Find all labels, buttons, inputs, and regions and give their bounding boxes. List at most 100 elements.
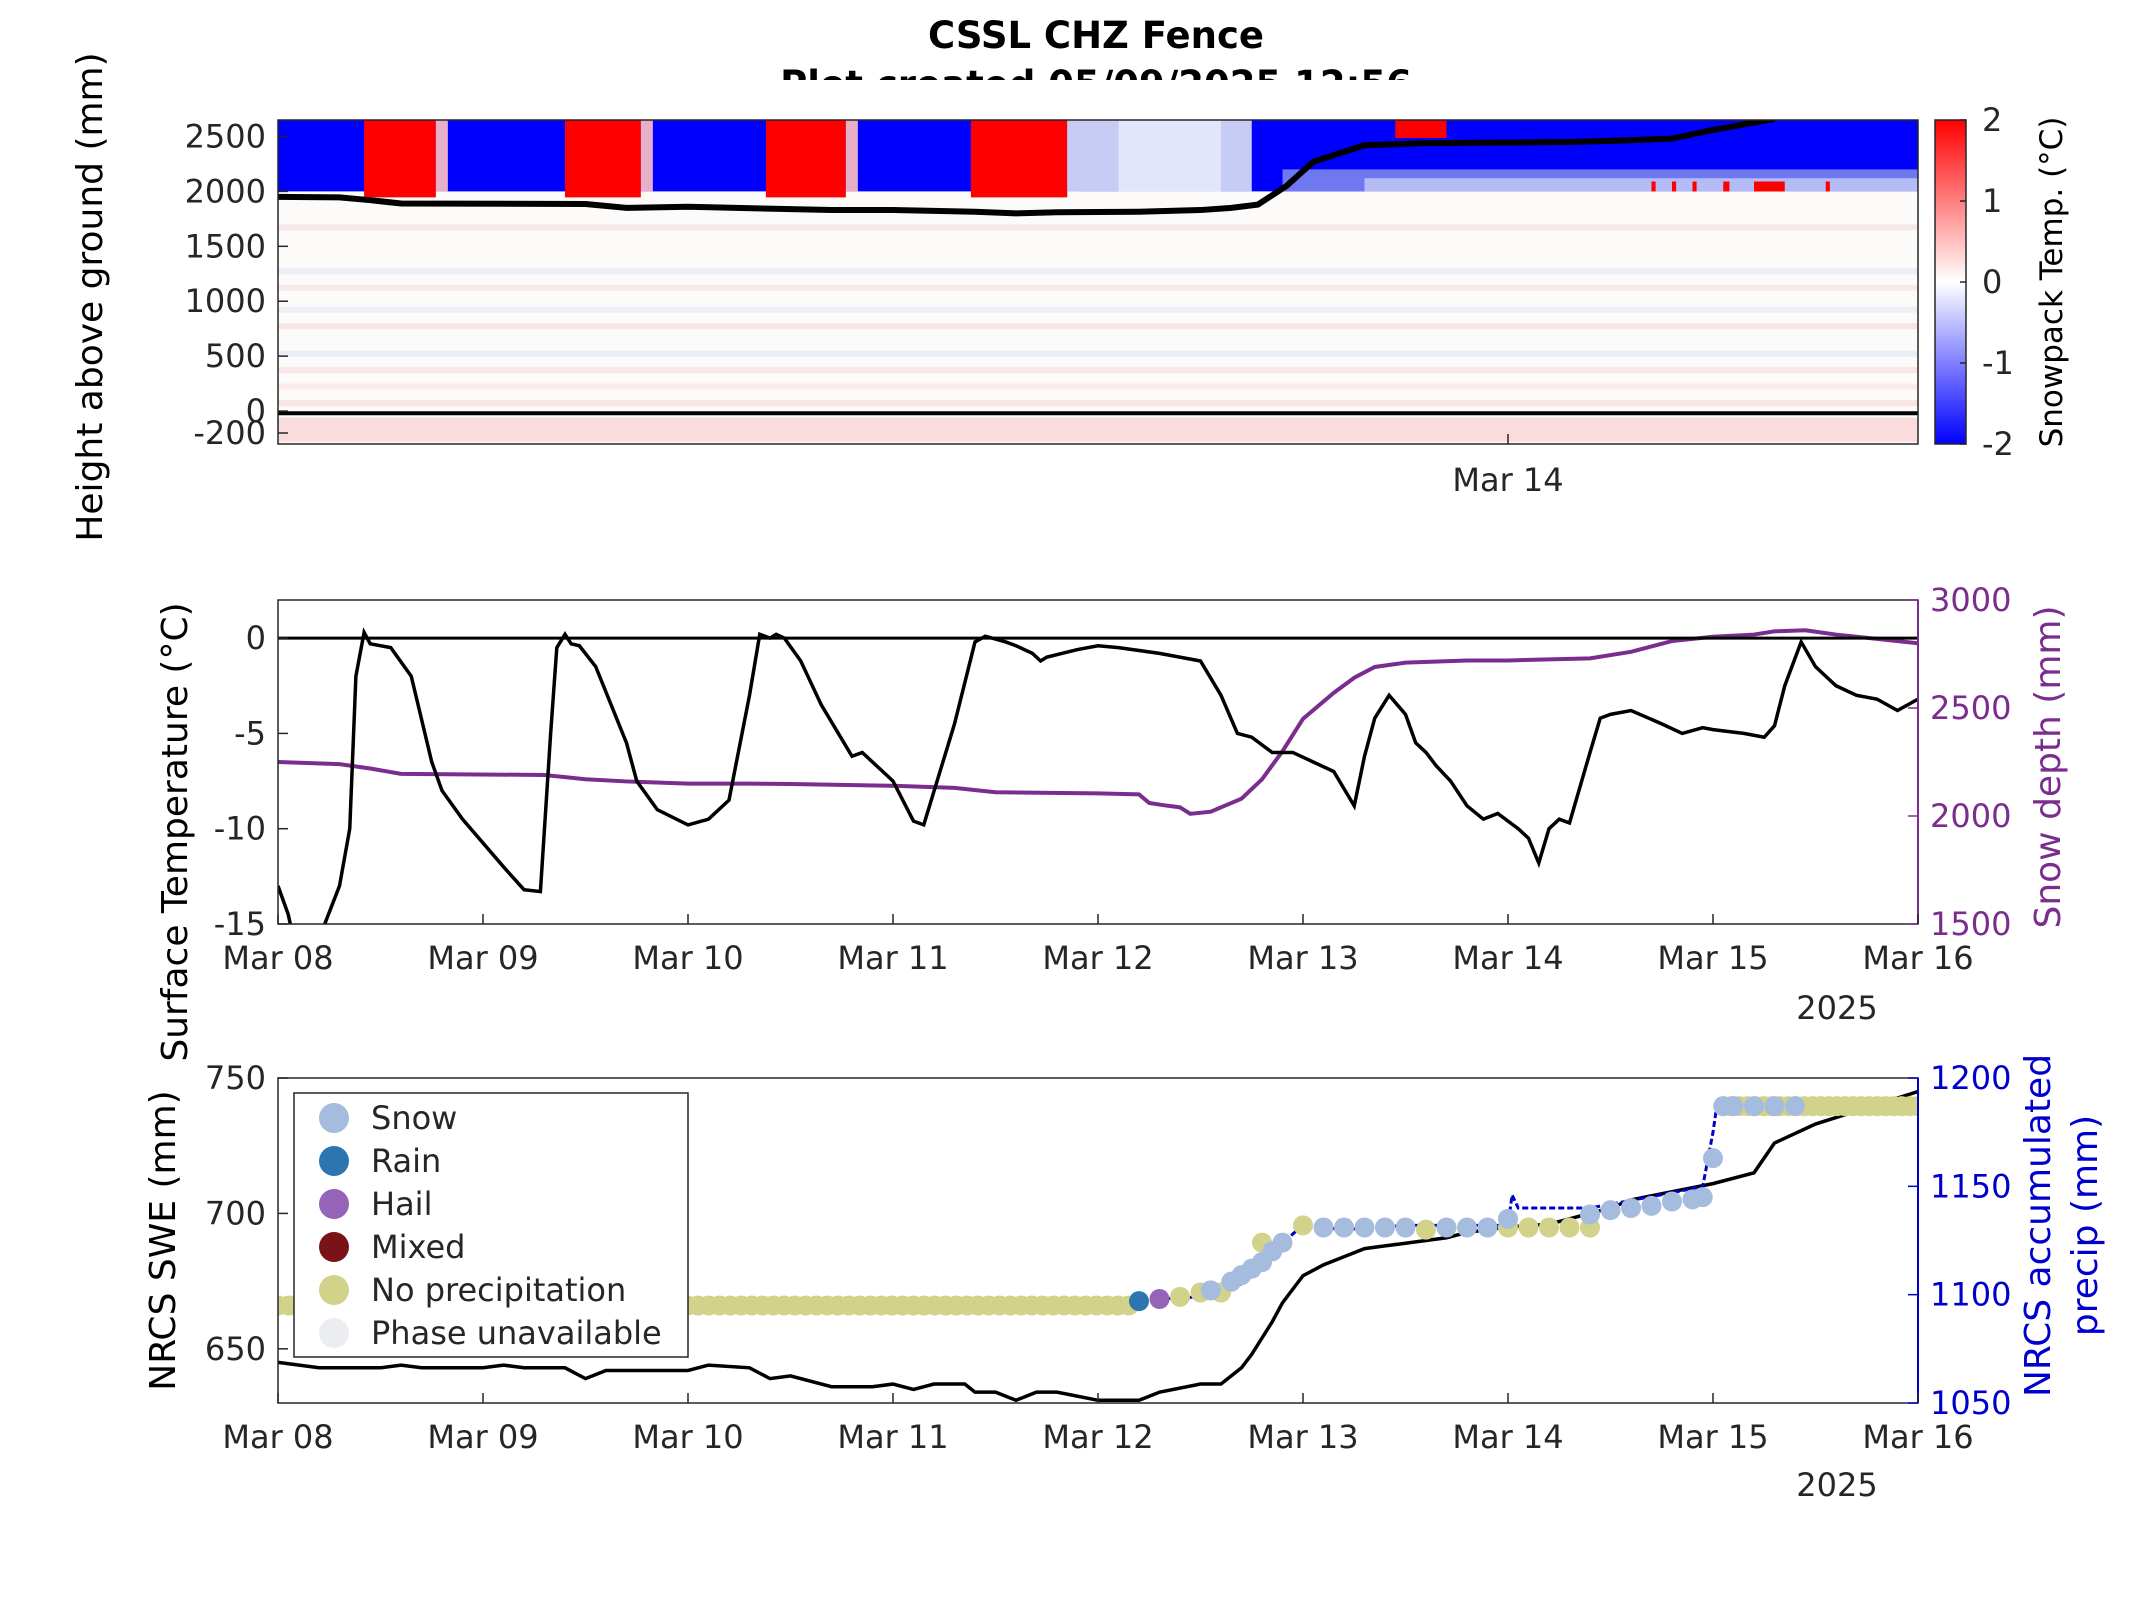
x-tick-label: Mar 09	[427, 939, 538, 977]
precip-point	[1395, 1217, 1416, 1238]
precip-point	[1539, 1217, 1559, 1238]
legend-marker	[319, 1146, 349, 1176]
year-label: 2025	[1796, 1466, 1877, 1504]
x-tick-label: Mar 10	[632, 1418, 743, 1456]
heatmap-warm-fade	[435, 120, 448, 192]
y-tick-label: 1500	[185, 227, 266, 265]
heatmap-faint-band	[278, 306, 1918, 313]
precip-point	[1723, 1096, 1744, 1117]
precip-point	[1518, 1217, 1539, 1238]
precip-point	[1436, 1217, 1457, 1238]
x-tick-label: Mar 12	[1042, 939, 1153, 977]
heatmap-warm-block	[765, 120, 846, 198]
precip-point	[1457, 1217, 1477, 1238]
y-right-axis-label-line1: NRCS accumulated	[2018, 1054, 2059, 1397]
clip-mask	[276, 80, 1920, 120]
y-right-tick-label: 1150	[1930, 1167, 2011, 1205]
nrcs-swe-panel: 750 700 650 1200 1150 1100 1050 Mar 08 Mar 09 Mar…	[143, 1054, 2106, 1504]
colorbar-tick-label: 2	[1982, 101, 2002, 139]
y-right-tick-label: 1200	[1930, 1059, 2011, 1097]
y-tick-label: -200	[193, 414, 266, 452]
precip-point	[1170, 1286, 1190, 1307]
precip-point	[1908, 1096, 1918, 1117]
y-tick-label: -15	[214, 905, 266, 943]
heatmap-faint-band	[278, 350, 1918, 357]
y-tick-label: 2500	[185, 117, 266, 155]
y-tick-label: 750	[205, 1059, 266, 1097]
heatmap-warm-speck	[1754, 181, 1785, 192]
precip-point	[1580, 1204, 1600, 1225]
x-tick-label: Mar 08	[222, 939, 333, 977]
x-tick-label: Mar 14	[1452, 939, 1563, 977]
legend-label: No precipitation	[371, 1271, 626, 1309]
heatmap-warm-speck	[1651, 181, 1656, 192]
y-tick-label: 500	[205, 337, 266, 375]
colorbar-tick-label: -1	[1982, 344, 2014, 382]
legend-marker	[319, 1103, 349, 1133]
y-right-tick-label: 2000	[1930, 797, 2011, 835]
legend-label: Snow	[371, 1099, 457, 1137]
precip-point	[1785, 1096, 1805, 1117]
heatmap-warm-block	[364, 120, 436, 198]
x-tick-label: Mar 13	[1247, 1418, 1358, 1456]
precip-point	[1200, 1280, 1221, 1301]
precip-point	[1498, 1208, 1518, 1229]
legend-marker	[319, 1275, 349, 1305]
precip-point	[1559, 1217, 1580, 1238]
y-tick-label: 0	[246, 392, 266, 430]
surface-temperature-line	[278, 627, 1918, 924]
heatmap-warm-speck	[1672, 181, 1677, 192]
y-tick-label: 2000	[185, 172, 266, 210]
title-line-1: CSSL CHZ Fence	[928, 14, 1264, 57]
precip-point	[1477, 1217, 1498, 1238]
y-axis-label: Height above ground (mm)	[70, 52, 111, 541]
heatmap-warm-block	[970, 120, 1068, 198]
axes-box	[277, 599, 1919, 925]
legend-label: Rain	[371, 1142, 441, 1180]
y-right-tick-label: 3000	[1930, 581, 2011, 619]
precip-point	[1272, 1232, 1293, 1253]
x-tick-label: Mar 13	[1247, 939, 1358, 977]
y-axis-label: Surface Temperature (°C)	[155, 602, 196, 1061]
x-tick-label: Mar 16	[1862, 939, 1973, 977]
snow-depth-line	[278, 628, 1918, 816]
precip-point	[1662, 1191, 1682, 1212]
y-right-tick-label: 1100	[1930, 1276, 2011, 1314]
year-label: 2025	[1796, 989, 1877, 1027]
heatmap-faint-band	[278, 400, 1918, 407]
colorbar-tick-label: 0	[1982, 263, 2002, 301]
heatmap-faint-band	[278, 268, 1918, 275]
colorbar-tick-label: 1	[1982, 182, 2002, 220]
heatmap-soil-warm	[278, 417, 1918, 442]
legend-label: Mixed	[371, 1228, 465, 1266]
x-tick-label: Mar 12	[1042, 1418, 1153, 1456]
precip-point	[1149, 1289, 1170, 1309]
colorbar-label: Snowpack Temp. (°C)	[2034, 117, 2070, 448]
x-tick-label: Mar 15	[1657, 1418, 1768, 1456]
legend-marker	[319, 1189, 349, 1219]
precip-point	[1129, 1291, 1149, 1312]
precip-point	[1354, 1217, 1375, 1238]
precip-point	[1621, 1198, 1641, 1218]
colorbar-tick-label: -2	[1982, 425, 2014, 463]
heatmap-warm-speck	[1692, 181, 1697, 192]
precip-point	[1703, 1148, 1723, 1169]
x-tick-label: Mar 08	[222, 1418, 333, 1456]
surface-temperature-panel: 0 -5 -10 -15 3000 2500 2000 1500 Mar 08 Mar 09 Mar…	[155, 581, 2069, 1062]
precip-point	[1334, 1217, 1354, 1238]
heatmap-warm-block	[565, 120, 641, 198]
legend-marker	[319, 1232, 349, 1262]
heatmap-faint-band	[278, 383, 1918, 390]
heatmap-warm-speck	[1825, 181, 1830, 192]
x-tick-label: Mar 11	[837, 939, 948, 977]
legend-label: Hail	[371, 1185, 432, 1223]
y-tick-label: 0	[246, 619, 266, 657]
heatmap-faint-band	[278, 323, 1918, 330]
y-tick-label: -10	[214, 810, 266, 848]
precip-point	[1313, 1217, 1334, 1238]
heatmap-faint-band	[278, 284, 1918, 291]
heatmap-warm-speck	[1723, 181, 1730, 192]
y-axis-label: NRCS SWE (mm)	[143, 1090, 184, 1390]
legend-label: Phase unavailable	[371, 1314, 662, 1352]
